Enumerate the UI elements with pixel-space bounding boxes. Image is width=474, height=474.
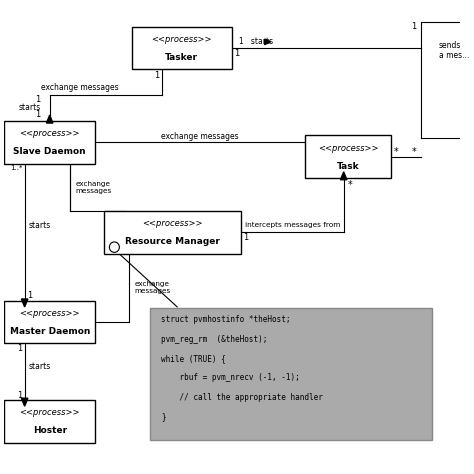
- Text: starts: starts: [18, 102, 41, 111]
- Text: Master Daemon: Master Daemon: [9, 327, 90, 336]
- Text: struct pvmhostinfo *theHost;: struct pvmhostinfo *theHost;: [161, 315, 291, 324]
- Bar: [4, 400, 95, 443]
- Text: while (TRUE) {: while (TRUE) {: [161, 354, 226, 363]
- Text: *: *: [411, 147, 416, 157]
- Polygon shape: [46, 115, 53, 123]
- Text: 1: 1: [154, 72, 159, 80]
- Text: 1..*: 1..*: [10, 165, 22, 172]
- Text: Tasker: Tasker: [165, 53, 198, 62]
- Text: <<process>>: <<process>>: [142, 219, 203, 228]
- Polygon shape: [21, 398, 28, 406]
- Text: // call the appropriate handler: // call the appropriate handler: [161, 393, 323, 402]
- Text: 1   starts: 1 starts: [239, 37, 273, 46]
- Text: 1: 1: [234, 49, 239, 58]
- Text: 1: 1: [36, 109, 41, 118]
- Text: 1: 1: [27, 291, 32, 300]
- Polygon shape: [340, 172, 347, 180]
- Text: sends
a mes...: sends a mes...: [439, 41, 469, 60]
- Bar: [104, 211, 241, 254]
- Text: exchange messages: exchange messages: [161, 132, 239, 141]
- Text: }: }: [161, 412, 166, 421]
- Bar: [4, 121, 95, 164]
- Text: starts: starts: [28, 221, 51, 230]
- Text: exchange
messages: exchange messages: [135, 281, 171, 294]
- Polygon shape: [264, 39, 271, 45]
- Text: 1: 1: [17, 391, 22, 400]
- Text: pvm_reg_rm  (&theHost);: pvm_reg_rm (&theHost);: [161, 335, 268, 344]
- Text: Hoster: Hoster: [33, 426, 67, 435]
- Text: <<process>>: <<process>>: [318, 144, 378, 153]
- Text: Resource Manager: Resource Manager: [125, 237, 220, 246]
- Text: rbuf = pvm_nrecv (-1, -1);: rbuf = pvm_nrecv (-1, -1);: [161, 374, 300, 383]
- Text: exchange messages: exchange messages: [41, 83, 118, 92]
- Text: *: *: [348, 180, 353, 190]
- Text: 1: 1: [411, 22, 416, 31]
- Text: <<process>>: <<process>>: [152, 35, 212, 44]
- Polygon shape: [21, 299, 28, 307]
- Bar: [150, 308, 432, 440]
- Text: intercepts messages from: intercepts messages from: [245, 222, 340, 228]
- Bar: [305, 136, 391, 178]
- Text: <<process>>: <<process>>: [19, 408, 80, 417]
- Text: starts: starts: [28, 363, 51, 372]
- Text: <<process>>: <<process>>: [19, 129, 80, 138]
- Bar: [4, 301, 95, 343]
- Text: Slave Daemon: Slave Daemon: [13, 147, 86, 156]
- Bar: [132, 27, 232, 69]
- Text: <<process>>: <<process>>: [19, 309, 80, 318]
- Text: 1: 1: [17, 344, 22, 353]
- Text: 1: 1: [243, 234, 248, 242]
- Text: 1: 1: [36, 95, 41, 104]
- Text: exchange
messages: exchange messages: [75, 181, 111, 194]
- Text: Task: Task: [337, 162, 359, 171]
- Text: *: *: [393, 147, 398, 157]
